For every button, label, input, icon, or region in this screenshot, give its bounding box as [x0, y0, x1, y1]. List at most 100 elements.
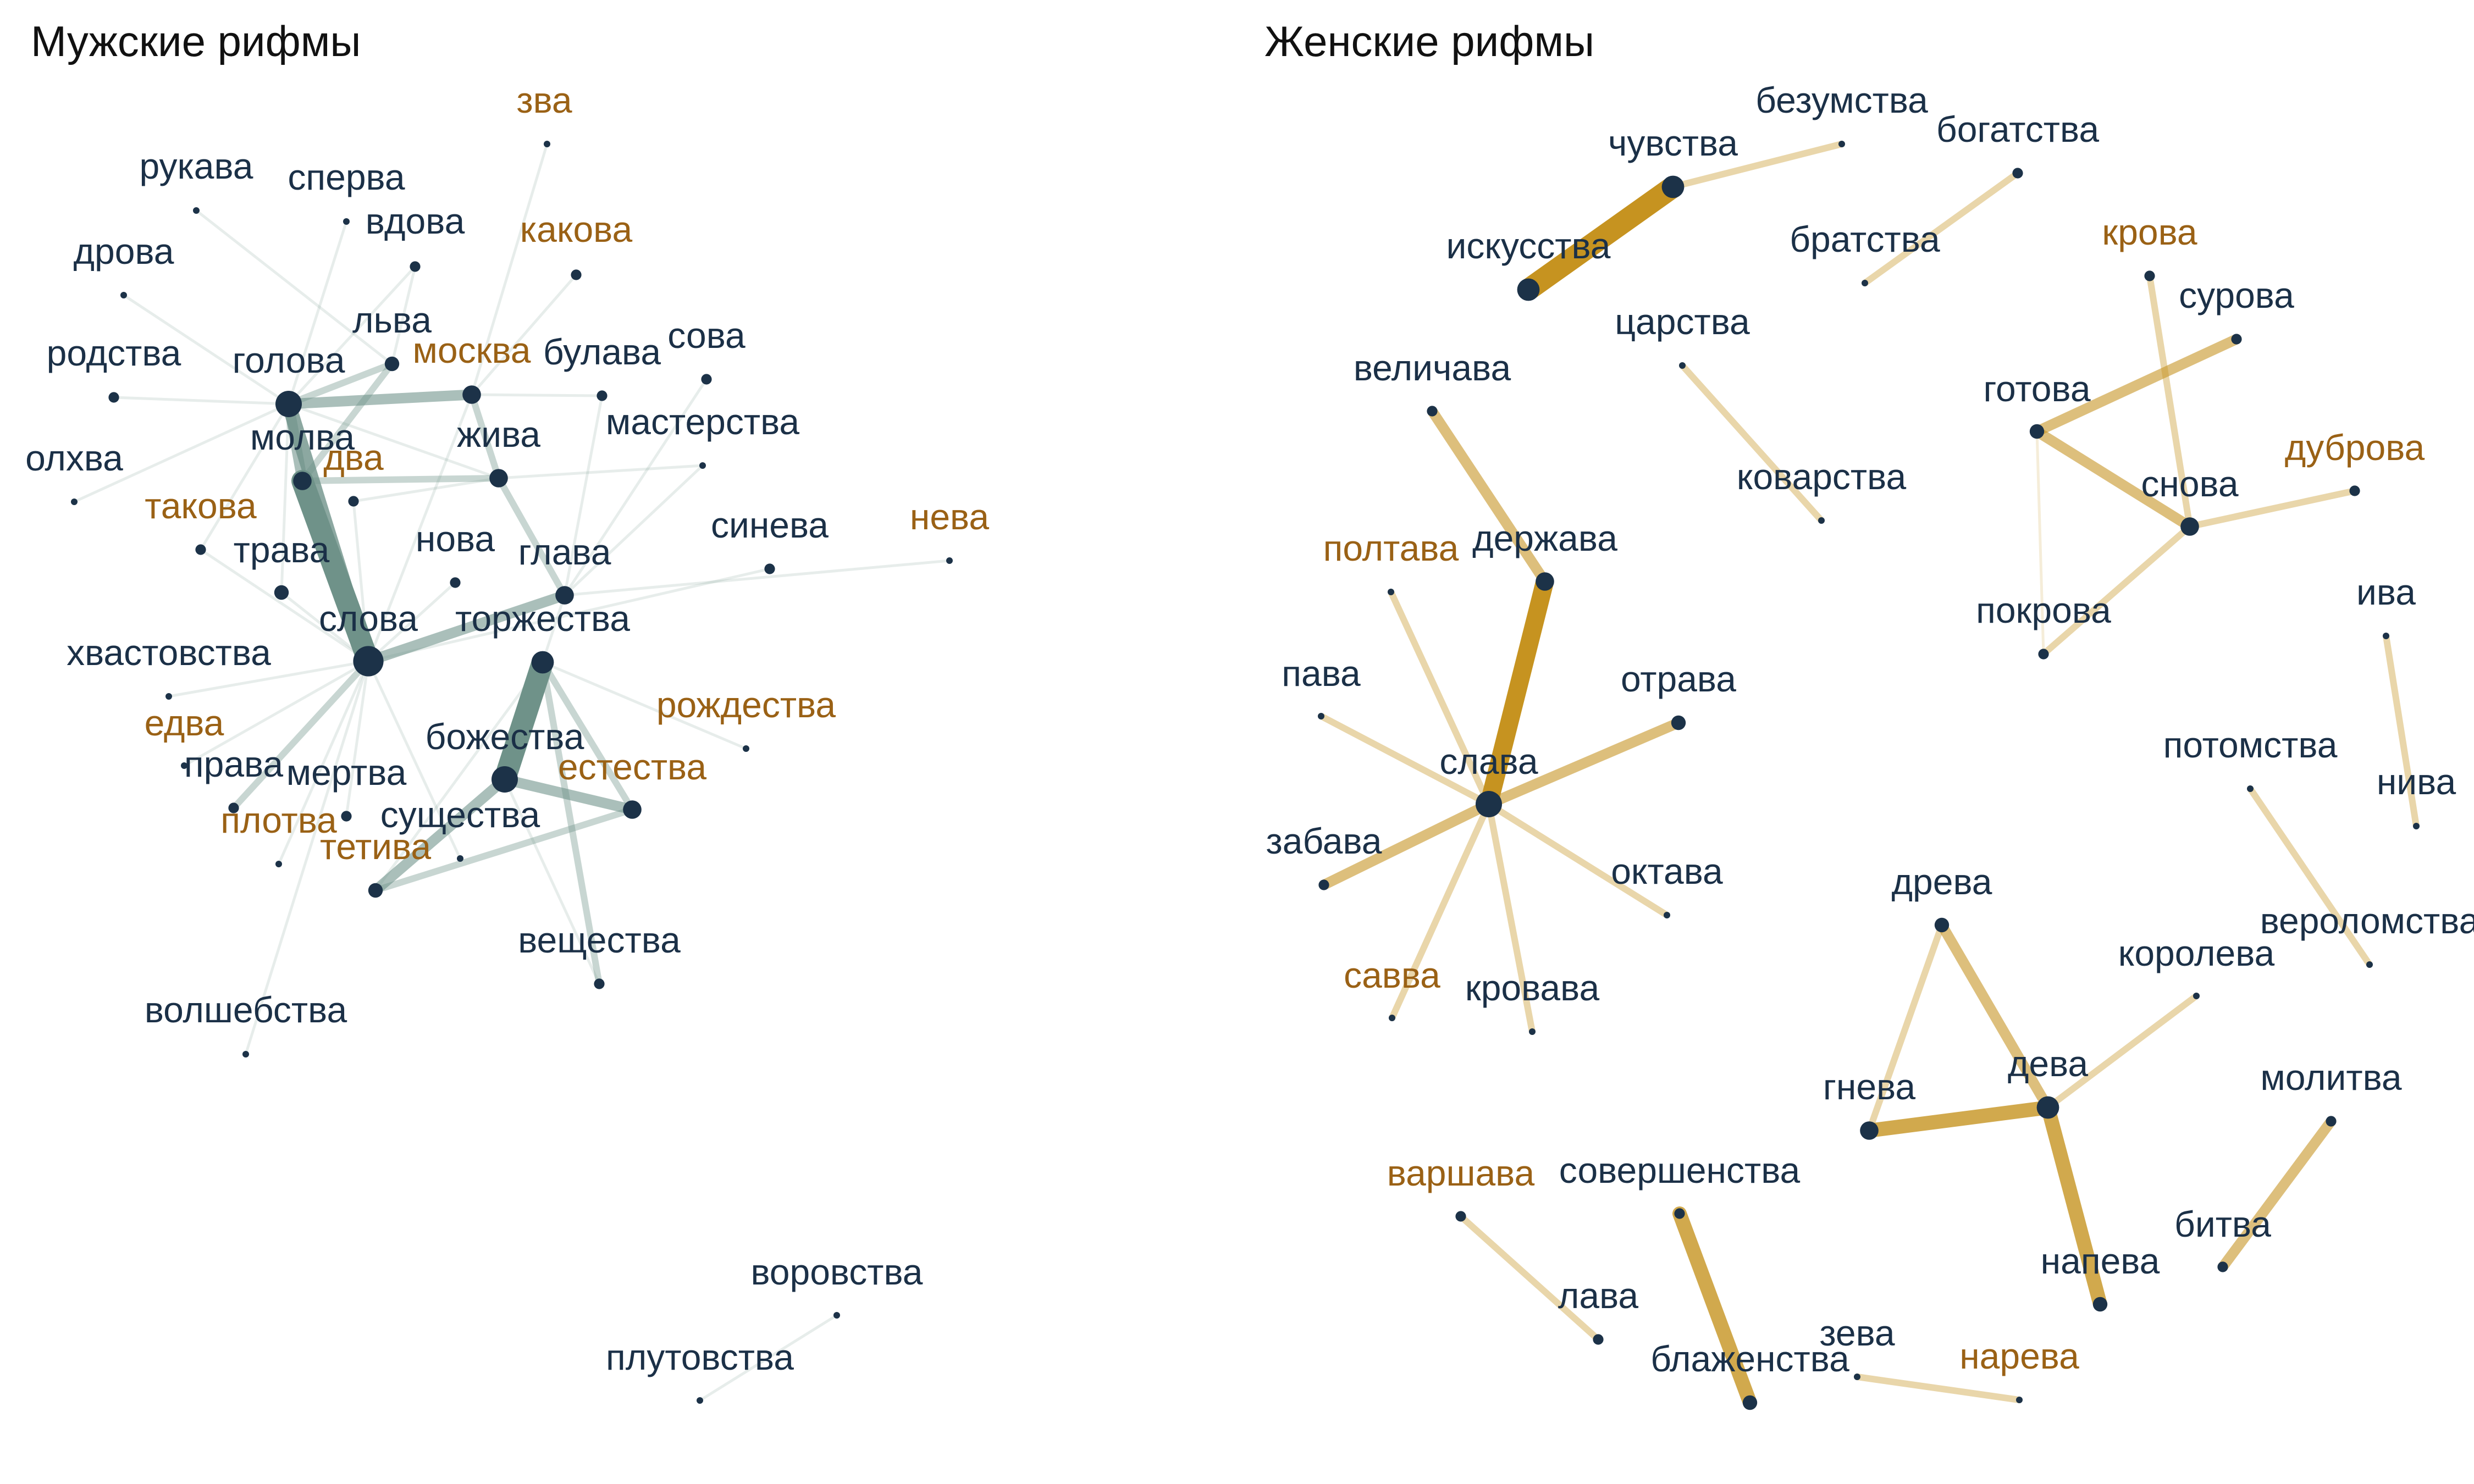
edge-тетива-естества [372, 806, 636, 894]
node-готова [2029, 424, 2045, 439]
node-label-едва: едва [145, 702, 224, 743]
node-вещества [594, 978, 605, 989]
edge-снова-дуброва [2186, 488, 2358, 530]
node-величава [1427, 406, 1438, 417]
node-снова [2180, 517, 2199, 536]
node-совершенства [1674, 1208, 1685, 1219]
node-label-льва: льва [352, 300, 432, 340]
node-label-богатства: богатства [1936, 109, 2099, 149]
node-label-нева: нева [910, 496, 989, 537]
node-зева [1854, 1374, 1860, 1380]
node-label-лава: лава [1558, 1275, 1639, 1316]
edge-голова-такова [199, 402, 290, 551]
nodes-feminine [1318, 141, 2420, 1410]
node-естества [623, 800, 642, 819]
edge-дева-напева [2041, 1100, 2107, 1311]
node-label-древа: древа [1892, 861, 1992, 902]
edge-крова-снова [2146, 273, 2193, 530]
node-label-рождества: рождества [656, 684, 836, 725]
edge-слова-такова [199, 548, 370, 663]
node-label-молва: молва [250, 417, 355, 457]
panel-title-feminine: Женские рифмы [1264, 17, 1594, 65]
edge-зева-нарева [1854, 1374, 2023, 1403]
edge-торжества-рождества [541, 661, 748, 750]
node-label-мертва: мертва [286, 752, 407, 793]
edge-слова-права [230, 658, 372, 811]
edge-торжества-естества [539, 659, 636, 813]
edge-слова-мертва [345, 660, 370, 818]
node-label-чувства: чувства [1608, 123, 1738, 163]
node-label-напева: напева [2041, 1241, 2160, 1281]
edge-богатства-братства [1862, 170, 2021, 286]
node-label-готова: готова [1983, 368, 2090, 409]
edges-feminine [1318, 141, 2420, 1410]
edge-жива-мастерства [497, 464, 704, 480]
node-label-дуброва: дуброва [2285, 427, 2425, 468]
edge-готова-покрова [2035, 430, 2045, 656]
edge-снова-покрова [2040, 523, 2193, 657]
edge-голова-москва [283, 389, 477, 409]
node-пава [1318, 713, 1324, 719]
node-существа [457, 855, 463, 862]
node-label-хвастовства: хвастовства [67, 632, 271, 673]
node-напева [2092, 1297, 2108, 1312]
node-label-нива: нива [2377, 761, 2456, 802]
node-label-зва: зва [516, 80, 572, 120]
node-искусства [1517, 278, 1540, 301]
node-вероломства [2366, 961, 2373, 968]
node-label-коварства: коварства [1737, 456, 1907, 497]
edge-торжества-тетива [374, 661, 544, 892]
edge-молва-слова [291, 470, 379, 672]
edge-слава-полтава [1388, 589, 1492, 807]
node-label-родства: родства [47, 333, 181, 373]
node-label-нарева: нарева [1959, 1336, 2079, 1376]
node-глава [555, 586, 574, 605]
edge-глава-нева [563, 559, 951, 597]
node-label-блаженства: блаженства [1650, 1338, 1849, 1379]
edge-слава-держава [1479, 572, 1554, 813]
node-label-зева: зева [1819, 1313, 1895, 1353]
edge-готова-сурова [2031, 334, 2242, 437]
edge-гнева-древа [1866, 922, 1945, 1134]
node-воровства [833, 1312, 840, 1319]
node-голова [275, 391, 302, 417]
nodes-masculine [71, 141, 953, 1404]
edges-masculine [73, 142, 951, 1402]
edge-москва-булава [470, 393, 604, 397]
node-плотва [275, 861, 282, 867]
node-label-плутовства: плутовства [606, 1337, 794, 1377]
node-label-варшава: варшава [1387, 1153, 1535, 1193]
node-нева [946, 557, 953, 564]
edge-слава-октава [1485, 801, 1670, 918]
node-label-королева: королева [2118, 933, 2275, 973]
node-label-права: права [184, 744, 283, 784]
edge-голова-олхва [73, 402, 290, 503]
node-древа [1934, 917, 1950, 933]
edge-слова-нова [367, 581, 457, 663]
node-label-потомства: потомства [2163, 724, 2338, 765]
node-москва [462, 385, 481, 404]
edge-готова-снова [2031, 426, 2195, 532]
node-савва [1389, 1015, 1395, 1021]
node-label-два: два [323, 437, 384, 478]
node-label-кровава: кровава [1465, 967, 1600, 1008]
node-сперва [343, 218, 350, 225]
node-жива [489, 469, 508, 488]
edge-древа-дева [1936, 920, 2053, 1113]
edge-слова-хвастовства [167, 660, 370, 698]
node-label-безумства: безумства [1755, 80, 1928, 120]
node-label-совершенства: совершенства [1559, 1150, 1801, 1190]
node-чувства [1661, 175, 1685, 198]
edge-голова-родства [112, 396, 290, 406]
node-дрова [120, 292, 127, 298]
node-льва [384, 356, 400, 372]
edge-слова-волшебства [244, 660, 370, 1056]
node-родства [108, 392, 119, 403]
edge-торжества-вещества [539, 659, 603, 987]
node-label-синева: синева [711, 505, 829, 545]
node-молва [293, 472, 312, 490]
node-label-снова: снова [2141, 463, 2238, 504]
node-рождества [743, 745, 749, 752]
edge-слава-савва [1389, 801, 1492, 1021]
